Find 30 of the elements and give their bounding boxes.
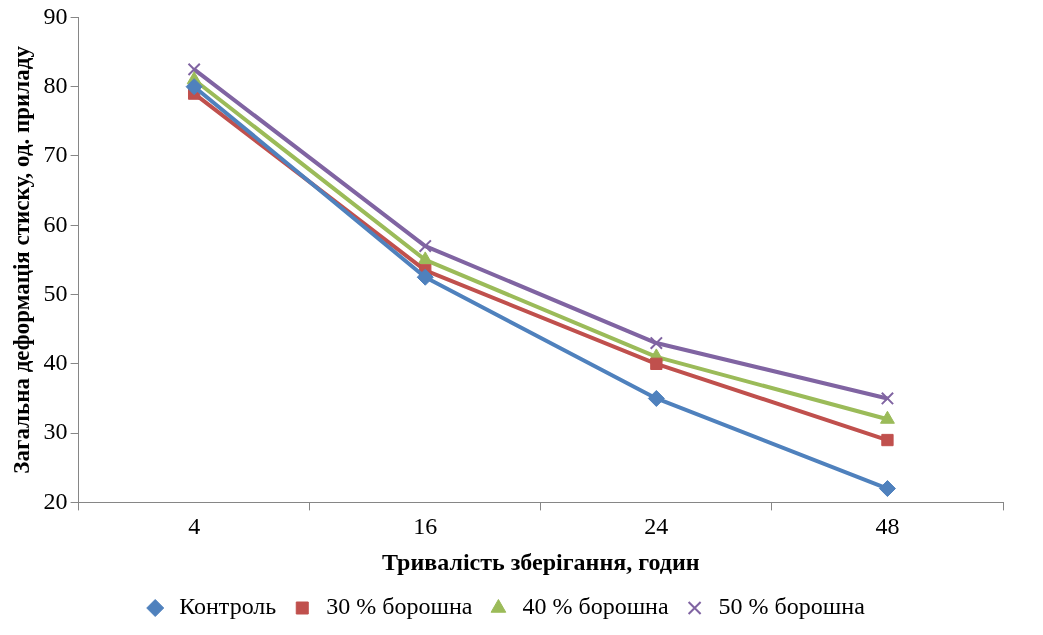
x-tick-label: 24: [644, 513, 669, 540]
y-tick-label: 70: [43, 141, 68, 168]
y-tick-label: 40: [43, 349, 68, 376]
y-tick-label: 30: [43, 418, 68, 445]
x-tick-label: 16: [413, 513, 438, 540]
point: [647, 389, 665, 407]
point: [417, 251, 433, 265]
x-tick-label: 48: [875, 513, 900, 540]
legend-label: 50 % борошна: [718, 593, 866, 620]
point: [185, 78, 203, 96]
x-axis-title: Тривалість зберігання, годин: [381, 548, 700, 575]
legend-label: Контроль: [179, 593, 277, 620]
point: [416, 268, 434, 286]
y-tick-label: 50: [43, 279, 68, 306]
point: [418, 239, 432, 253]
legend-label: 40 % борошна: [522, 593, 669, 620]
legend-label: 30 % борошна: [326, 593, 473, 620]
point: [649, 336, 664, 350]
y-tick-label: 90: [43, 2, 68, 29]
y-tick-label: 60: [43, 210, 68, 237]
y-tick-label: 20: [43, 487, 68, 514]
point: [881, 433, 894, 447]
point: [878, 480, 896, 498]
y-tick-label: 80: [43, 71, 68, 98]
point: [880, 391, 895, 406]
y-axis-title: Загальна деформація стиску, од. приладу: [8, 45, 34, 474]
point: [880, 410, 895, 424]
x-tick-label: 4: [188, 513, 201, 540]
point: [650, 357, 663, 370]
point: [187, 62, 201, 77]
